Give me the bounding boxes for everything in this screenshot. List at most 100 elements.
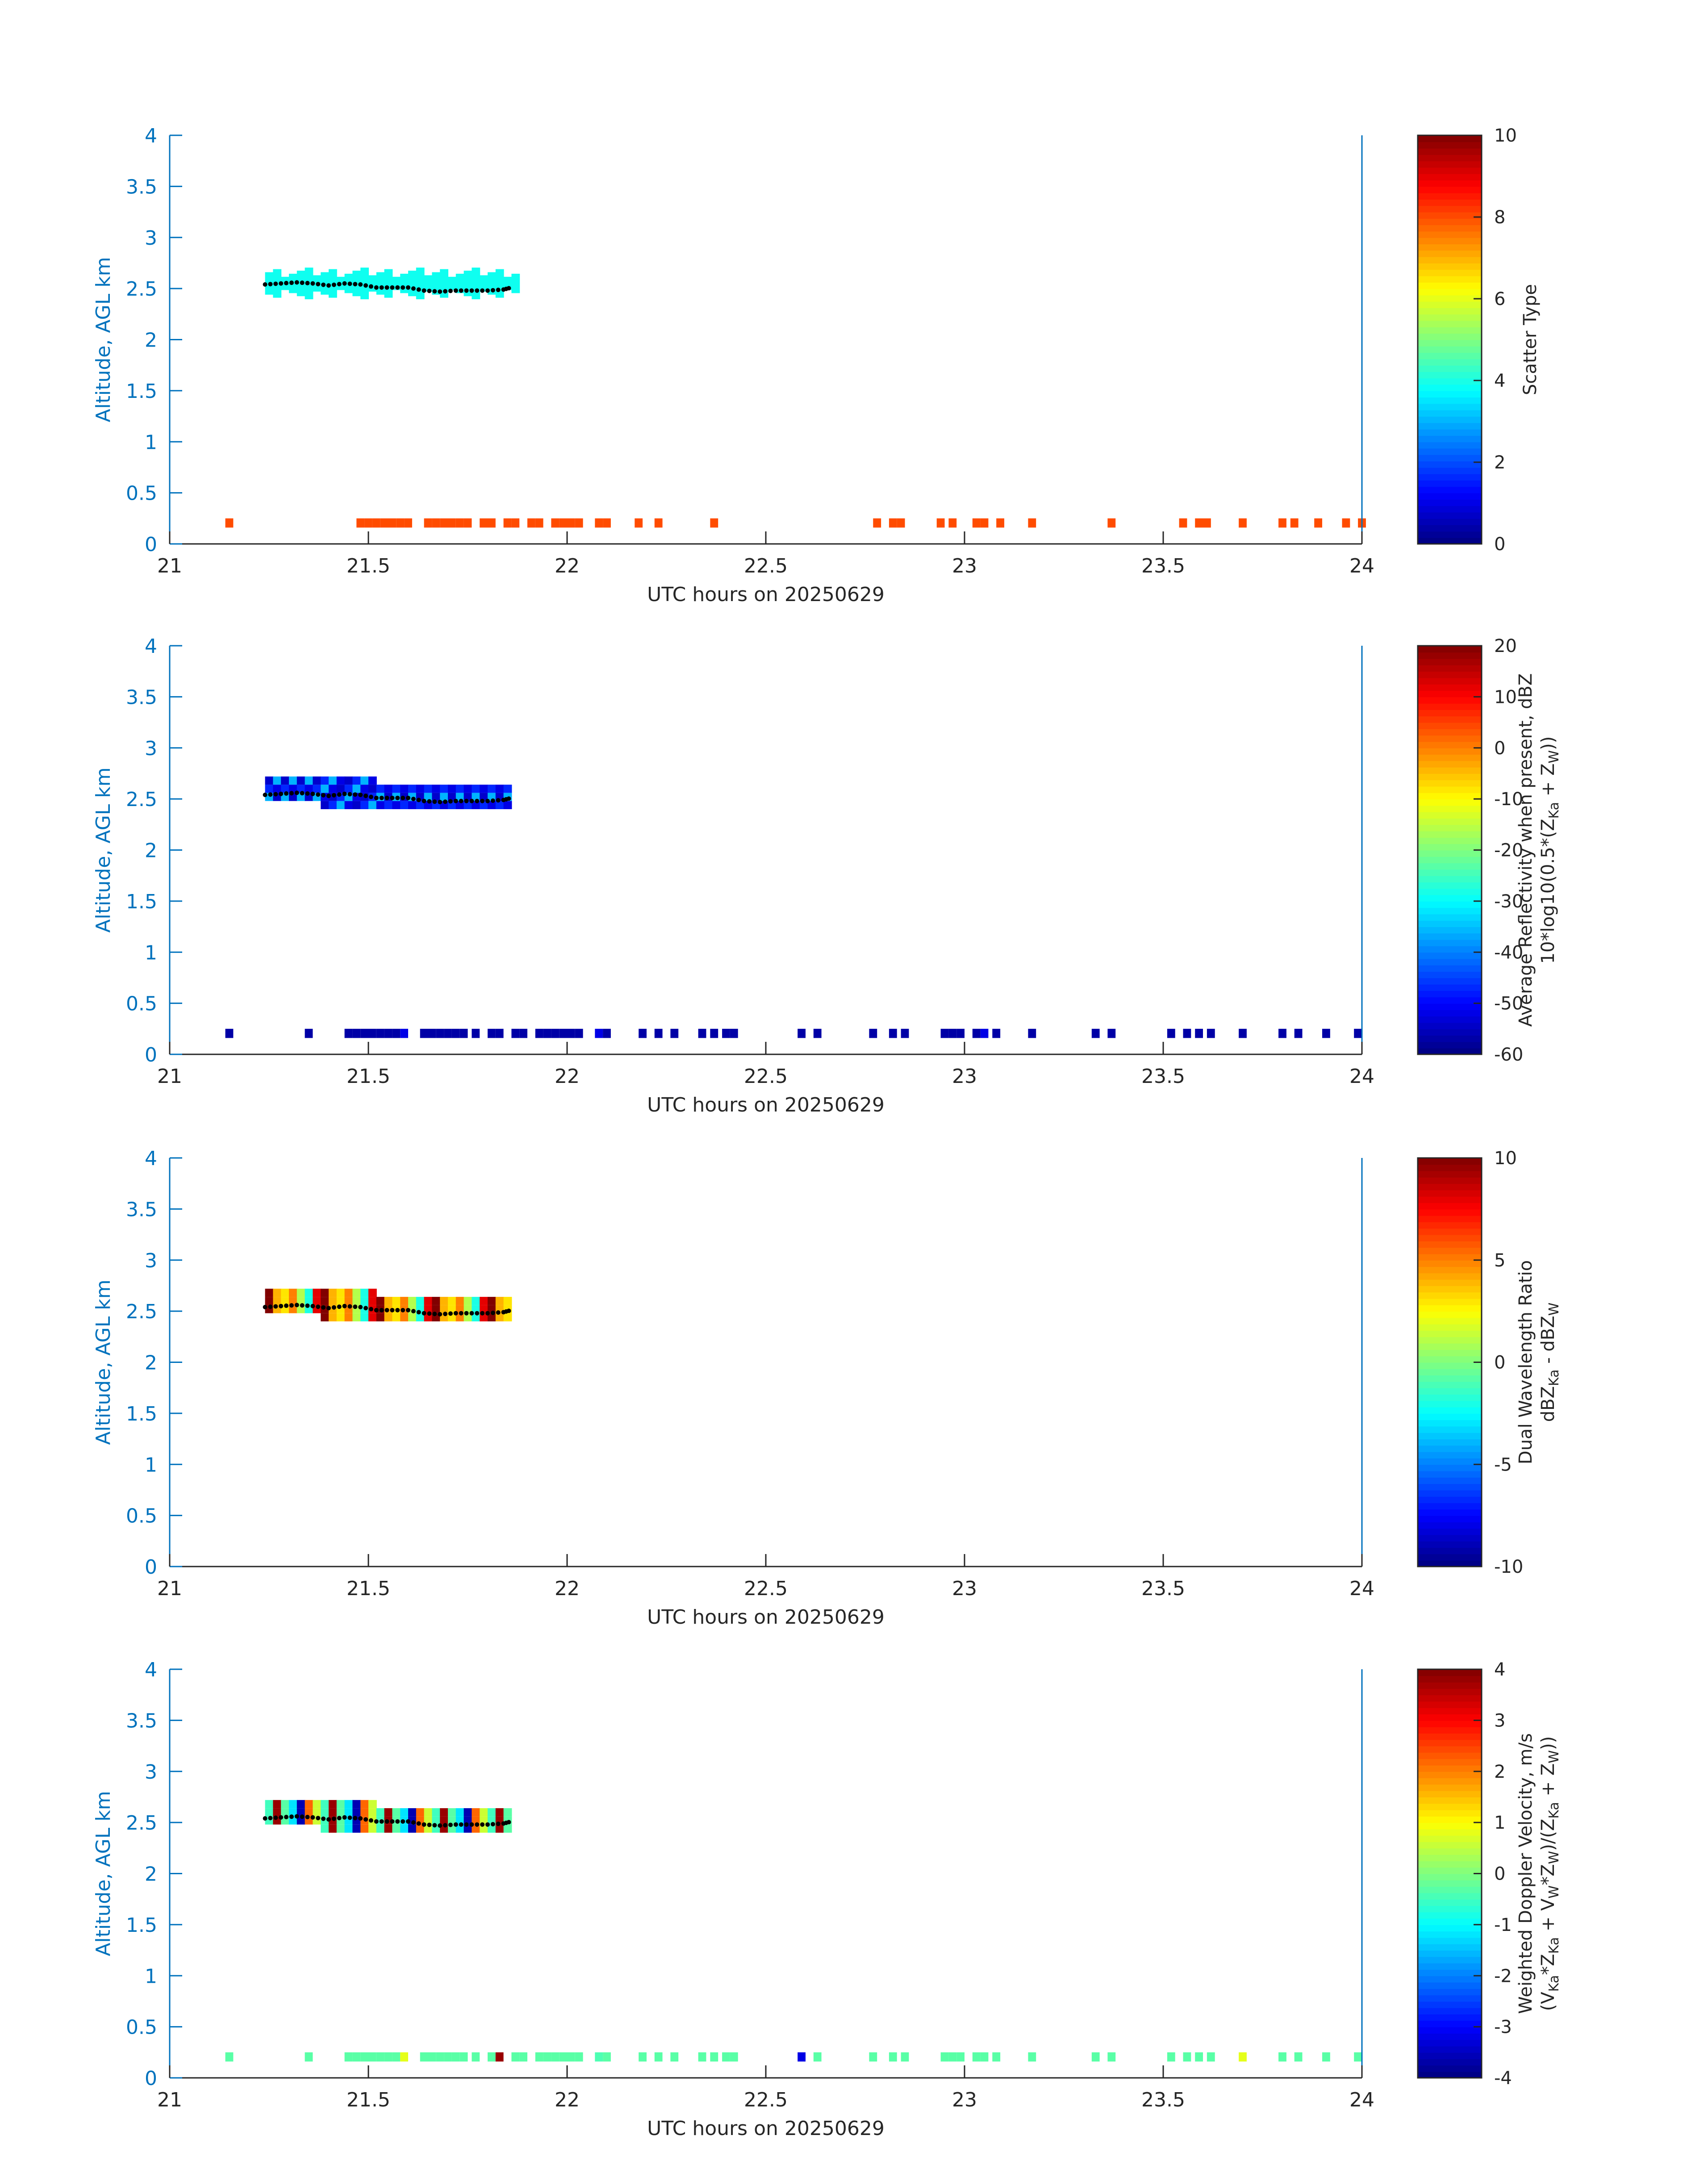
cell-upper (488, 1297, 496, 1305)
x-tick-label: 22 (555, 1577, 580, 1600)
y-tick-label: 0.5 (126, 993, 157, 1015)
cell-lower (635, 518, 643, 528)
cell-upper (344, 1800, 353, 1809)
y-tick-label: 1 (145, 1454, 157, 1476)
cell-lower (940, 2052, 949, 2062)
cell-lower (305, 2052, 313, 2062)
colorbar-swatch (1418, 767, 1482, 774)
cell-lower (495, 2052, 504, 2062)
colorbar-tick-label: -3 (1494, 2017, 1512, 2038)
colorbar-swatch (1418, 1924, 1482, 1932)
cell-lower (1091, 1028, 1100, 1038)
y-tick-label: 3.5 (126, 1198, 157, 1221)
cell-lower (1342, 518, 1350, 528)
colorbar-swatch (1418, 1886, 1482, 1893)
colorbar-sublabel: 10*log10(0.5*(ZKa + ZW)) (1538, 736, 1562, 964)
cell-upper (321, 1313, 329, 1321)
cell-lower (1239, 1028, 1247, 1038)
cell-lower (595, 1028, 603, 1038)
cell-upper (360, 776, 369, 785)
cell-lower (1028, 518, 1036, 528)
trend-dot (268, 1304, 273, 1309)
trend-dot (368, 1307, 373, 1312)
cell-upper (464, 1808, 472, 1817)
x-tick-label: 23 (952, 2089, 977, 2111)
colorbar-swatch (1418, 1905, 1482, 1913)
cell-lower (392, 2052, 401, 2062)
colorbar-swatch (1418, 442, 1482, 449)
colorbar-swatch (1418, 1426, 1482, 1433)
colorbar-tick-label: 20 (1494, 636, 1517, 656)
cell-lower (889, 518, 897, 528)
cell-upper (455, 1313, 464, 1321)
colorbar-swatch (1418, 728, 1482, 736)
cell-upper (321, 1288, 329, 1297)
colorbar-swatch (1418, 958, 1482, 965)
trend-dot (294, 790, 299, 795)
cell-upper (455, 1808, 464, 1817)
cell-lower (595, 2052, 603, 2062)
trend-dot (475, 798, 480, 803)
cell-upper (352, 801, 361, 809)
trend-dot (416, 798, 421, 802)
trend-dot (432, 1312, 437, 1316)
colorbar-swatch (1418, 1490, 1482, 1497)
cell-lower (440, 518, 448, 528)
trend-dot (485, 288, 490, 293)
cell-lower (1354, 2052, 1362, 2062)
colorbar-swatch (1418, 1234, 1482, 1241)
cell-lower (400, 2052, 408, 2062)
cell-upper (296, 1297, 305, 1305)
colorbar-swatch (1418, 1221, 1482, 1229)
colorbar-swatch (1418, 333, 1482, 340)
cell-upper (432, 785, 441, 793)
colorbar-swatch (1418, 1420, 1482, 1427)
colorbar-frame (1417, 134, 1482, 545)
cell-upper (344, 1808, 353, 1817)
x-tick-label: 23.5 (1141, 2089, 1185, 2111)
cell-lower (992, 1028, 1001, 1038)
cell-lower (543, 1028, 551, 1038)
colorbar-swatch (1418, 1349, 1482, 1357)
cell-lower (730, 1028, 738, 1038)
colorbar-swatch (1418, 2065, 1482, 2072)
trend-dot (464, 1311, 469, 1316)
cell-upper (265, 785, 274, 793)
trend-dot (273, 1815, 278, 1820)
colorbar-swatch (1418, 1330, 1482, 1337)
trend-dot (475, 1311, 480, 1316)
trend-dot (289, 1303, 294, 1308)
cell-upper (400, 1824, 409, 1833)
y-tick-label: 1.5 (126, 1914, 157, 1937)
cell-upper (440, 1305, 448, 1313)
cell-lower (1278, 1028, 1286, 1038)
cell-upper (344, 1288, 353, 1297)
cell-upper (273, 785, 282, 793)
trend-dot (411, 286, 416, 291)
cell-lower (595, 518, 603, 528)
trend-dot (469, 798, 474, 803)
colorbar-swatch (1418, 518, 1482, 526)
cell-upper (368, 1800, 377, 1809)
cell-lower (344, 2052, 353, 2062)
trend-dot (284, 1303, 289, 1308)
trend-dot (305, 1814, 310, 1819)
x-tick-label: 21.5 (347, 555, 390, 577)
cell-lower (451, 1028, 460, 1038)
cell-upper (488, 1808, 496, 1817)
cell-upper (281, 1297, 289, 1305)
cell-lower (798, 2052, 806, 2062)
cell-upper (336, 1288, 345, 1297)
colorbar-swatch (1418, 1381, 1482, 1388)
cell-upper (376, 1824, 385, 1833)
colorbar-swatch (1418, 939, 1482, 946)
colorbar-swatch (1418, 1254, 1482, 1261)
y-tick-label: 2 (145, 840, 157, 862)
cell-lower (901, 2052, 909, 2062)
trend-dot (368, 794, 373, 799)
colorbar-swatch (1418, 454, 1482, 462)
colorbar-swatch (1418, 792, 1482, 800)
trend-dot (422, 288, 426, 293)
cell-lower (472, 1028, 480, 1038)
colorbar-swatch (1418, 1304, 1482, 1312)
